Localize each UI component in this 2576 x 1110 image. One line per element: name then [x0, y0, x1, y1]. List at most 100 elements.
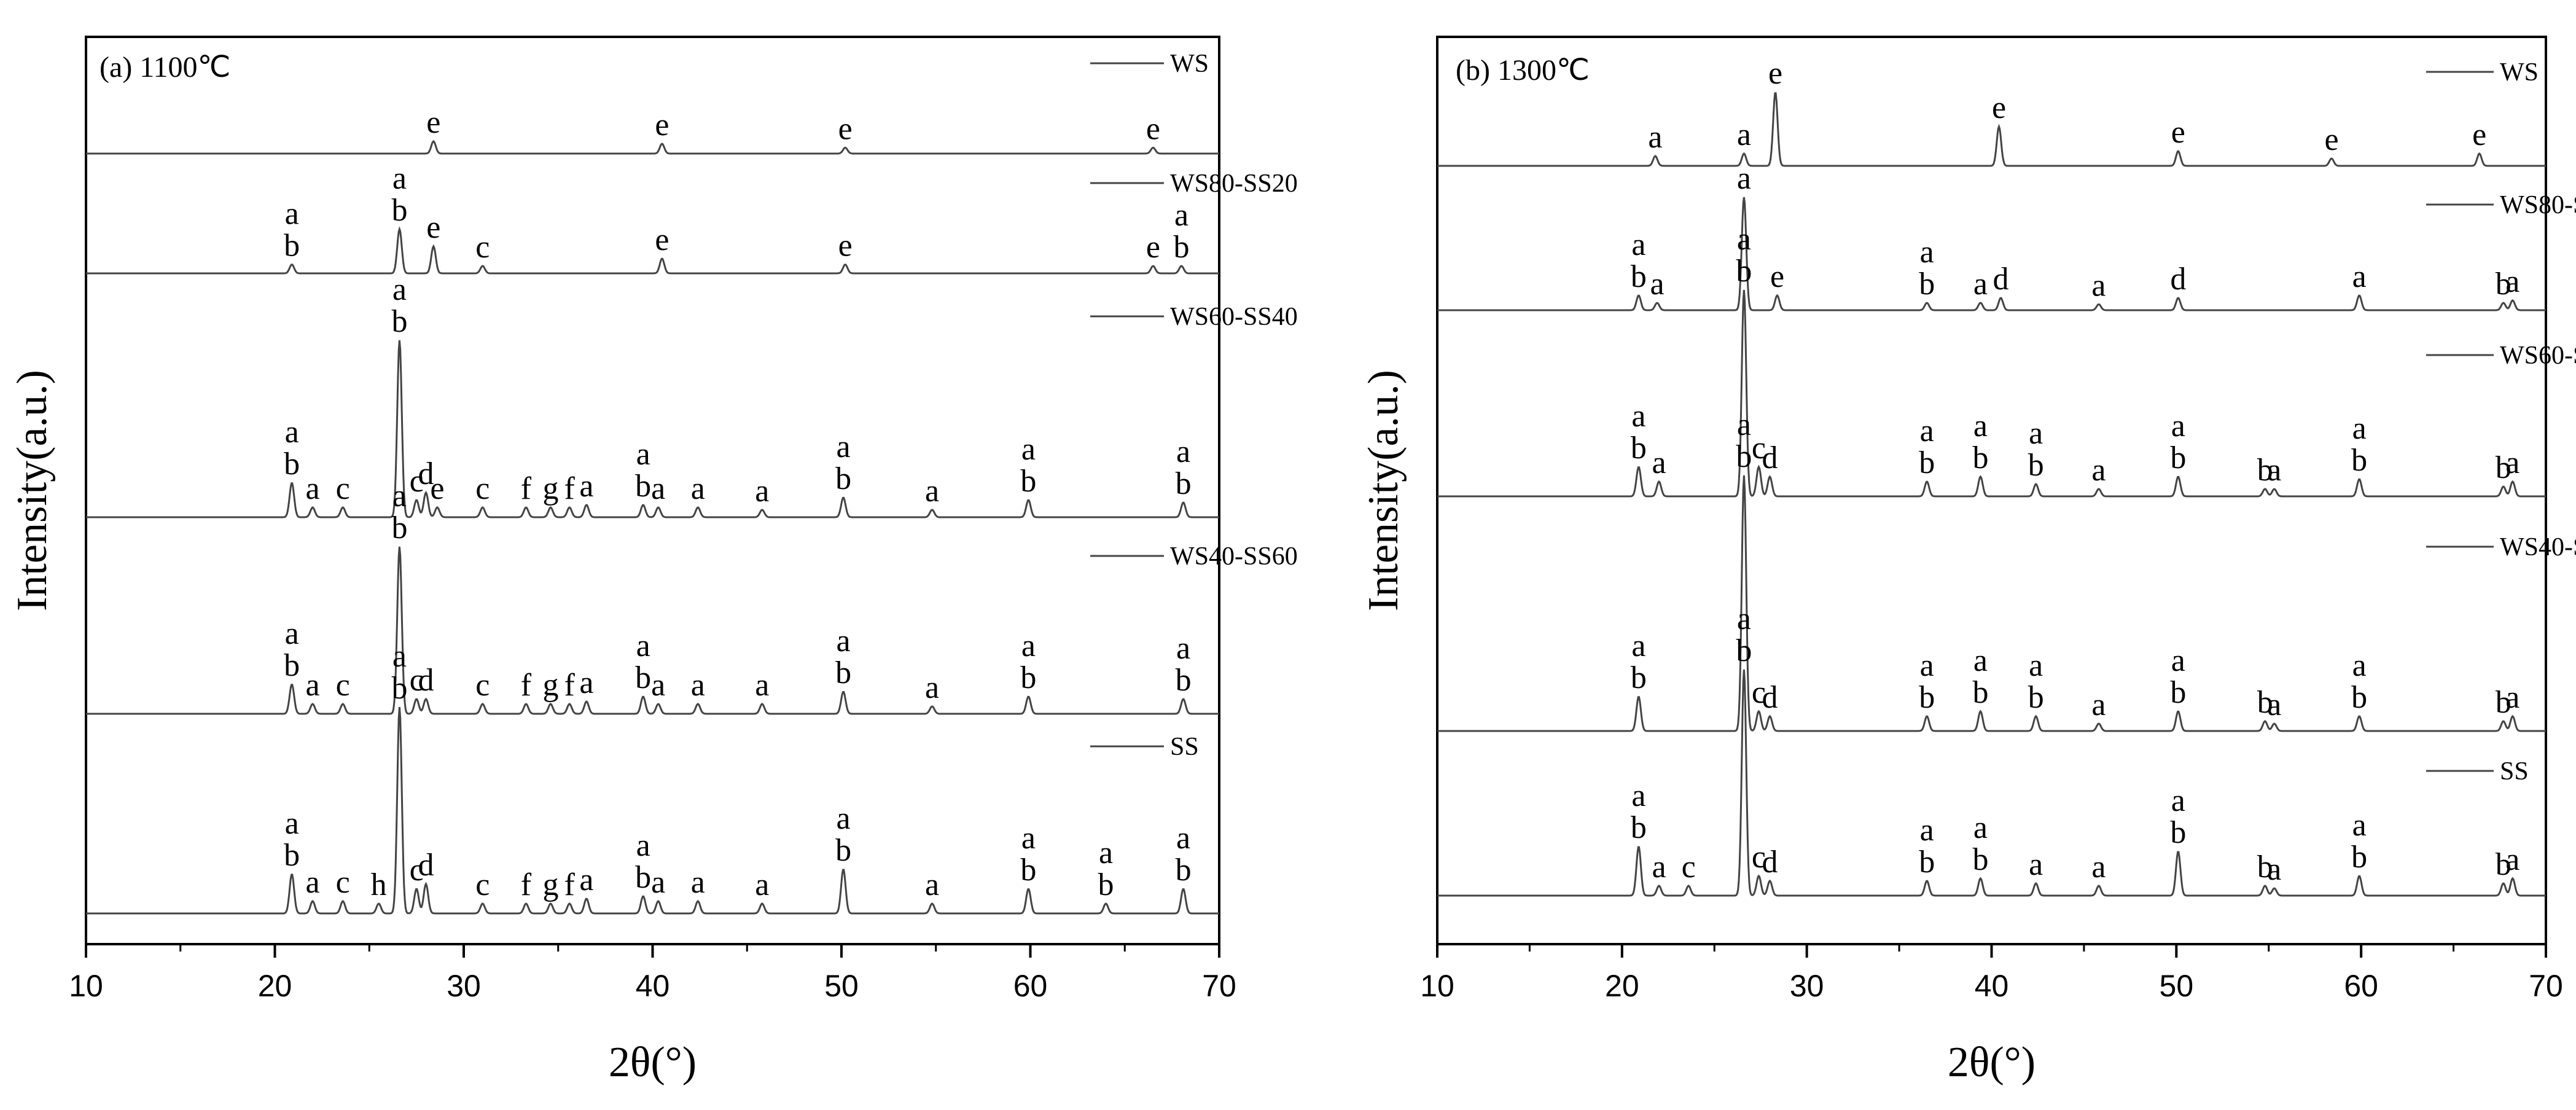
peak-label: a	[1920, 235, 1934, 270]
legend-label: WS	[1170, 50, 1209, 78]
peak-label: e	[2472, 117, 2486, 152]
peak-label: b	[1098, 867, 1114, 902]
x-tick-label: 30	[1790, 969, 1824, 1003]
peak-label: b	[2028, 448, 2044, 483]
peak-label: a	[1631, 399, 1645, 434]
x-tick-label: 10	[1420, 969, 1454, 1003]
peak-label: a	[925, 867, 939, 902]
peak-label: b	[1176, 663, 1192, 698]
peak-label: f	[521, 471, 532, 506]
peak-label: a	[2267, 687, 2281, 722]
peak-label: d	[418, 663, 434, 698]
peak-label: b	[1736, 254, 1752, 289]
peak-label: b	[1020, 660, 1036, 695]
peak-label: a	[392, 479, 407, 514]
peak-label: a	[2352, 259, 2367, 294]
peak-label: b	[2351, 443, 2367, 478]
series-line	[86, 226, 1219, 275]
peak-label: a	[837, 623, 851, 659]
peak-label: b	[2496, 685, 2512, 720]
peak-label: c	[1752, 431, 1766, 466]
peak-label: a	[1973, 408, 1988, 444]
peak-label: a	[2029, 416, 2043, 451]
x-tick-label: 60	[2344, 969, 2378, 1003]
peak-label: a	[579, 862, 593, 897]
xrd-panel-1100c: 10 20 30 40 50 60 70 2θ(°) Intensity(a.u.) (a) 11…	[9, 36, 1298, 1086]
peak-label: e	[2171, 115, 2185, 150]
peak-label: c	[336, 471, 350, 506]
plot-frame	[1436, 36, 2547, 945]
peak-label: d	[418, 456, 434, 491]
peak-label: a	[2505, 842, 2519, 877]
peak-label: a	[1973, 267, 1988, 302]
y-axis-title: Intensity(a.u.)	[9, 370, 56, 611]
peak-label: g	[542, 867, 558, 902]
peak-label: d	[418, 848, 434, 883]
peak-label: d	[2170, 262, 2186, 297]
peak-label: b	[1736, 439, 1752, 474]
x-tick-label: 20	[258, 969, 292, 1003]
series-line	[86, 546, 1219, 715]
peak-label: a	[2352, 411, 2367, 446]
peak-label: c	[1752, 675, 1766, 710]
legend-label: WS80-SS20	[1170, 170, 1298, 198]
peak-label: c	[475, 471, 490, 506]
peak-label: b	[1176, 466, 1192, 501]
peak-label: a	[2267, 852, 2281, 887]
x-tick-label: 50	[2160, 969, 2194, 1003]
peak-label: a	[636, 828, 650, 863]
peak-label: b	[284, 838, 300, 873]
peak-label: a	[2171, 408, 2185, 444]
peak-label: a	[691, 471, 705, 506]
x-tick-label: 40	[636, 969, 670, 1003]
x-tick-label: 50	[824, 969, 859, 1003]
peak-label: a	[579, 665, 593, 700]
legend-label: SS	[2500, 757, 2529, 786]
peak-label: b	[391, 671, 407, 706]
peak-label: a	[285, 197, 299, 232]
peak-label: f	[564, 867, 576, 902]
peak-label: a	[1652, 445, 1666, 480]
peak-label: b	[2496, 847, 2512, 882]
peak-label: b	[2257, 453, 2273, 488]
peak-label: a	[636, 437, 650, 472]
peak-label: b	[1972, 440, 1988, 475]
peak-label: b	[835, 833, 851, 868]
peak-label: g	[542, 668, 558, 703]
peak-label: a	[925, 670, 939, 705]
peak-label: d	[1762, 440, 1778, 475]
peak-label: c	[336, 668, 350, 703]
peak-label: e	[2324, 122, 2338, 157]
peak-label: f	[521, 668, 532, 703]
x-tick-label: 40	[1975, 969, 2009, 1003]
peak-label: a	[2352, 808, 2367, 843]
x-axis-title: 2θ(°)	[609, 1039, 697, 1086]
peak-label: a	[1176, 821, 1190, 856]
peak-label: a	[1631, 778, 1645, 813]
peak-label: a	[1920, 413, 1934, 448]
peak-label: b	[1631, 431, 1647, 466]
peak-label: e	[1992, 90, 2006, 125]
peak-label: b	[1020, 853, 1036, 888]
peak-label: d	[1762, 845, 1778, 880]
peak-label: b	[1972, 675, 1988, 710]
peak-label: b	[1631, 259, 1647, 294]
peak-label: e	[1768, 56, 1782, 91]
peak-label: a	[2505, 680, 2519, 715]
peak-label: a	[1174, 198, 1188, 233]
series-line	[86, 706, 1219, 915]
x-tick-label: 70	[2529, 969, 2563, 1003]
peak-label: a	[392, 272, 407, 307]
peak-label: c	[410, 853, 424, 888]
peak-label: b	[2257, 685, 2273, 720]
peak-label: b	[1919, 445, 1935, 480]
peak-label: a	[1631, 628, 1645, 663]
peak-label: b	[1174, 230, 1190, 265]
peak-label: b	[1736, 633, 1752, 668]
peak-label: b	[1919, 845, 1935, 880]
peak-label: a	[837, 429, 851, 464]
peak-label: g	[542, 471, 558, 506]
